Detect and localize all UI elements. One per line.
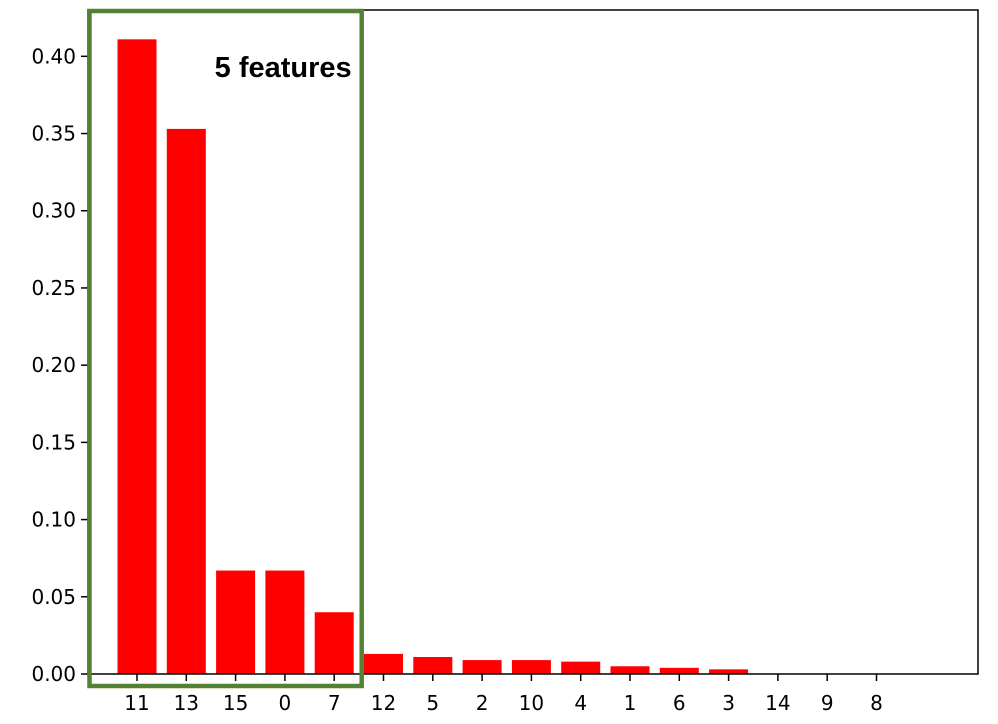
bar-13	[166, 128, 206, 674]
y-tick-label: 0.05	[31, 585, 76, 609]
x-tick-label: 15	[223, 691, 248, 715]
x-tick-label: 10	[519, 691, 544, 715]
x-tick-label: 1	[624, 691, 637, 715]
bar-7	[314, 612, 354, 674]
x-axis: 11 13 15 0 7 12 5 2 10 4 1 6 3 14 9 8	[124, 674, 883, 715]
bar-3	[709, 669, 749, 674]
x-tick-label: 7	[328, 691, 341, 715]
highlight-box	[87, 8, 364, 689]
x-tick-label: 11	[124, 691, 149, 715]
bar-11	[117, 39, 157, 674]
x-tick-label: 12	[371, 691, 396, 715]
x-tick-label: 6	[673, 691, 686, 715]
x-tick-label: 14	[765, 691, 790, 715]
x-tick-label: 4	[574, 691, 587, 715]
y-axis: 0.00 0.05 0.10 0.15 0.20 0.25 0.30 0.35 0.40	[31, 44, 88, 686]
x-tick-label: 2	[476, 691, 489, 715]
y-tick-label: 0.40	[31, 44, 76, 68]
x-tick-label: 9	[821, 691, 834, 715]
bar-5	[413, 657, 453, 674]
y-tick-label: 0.25	[31, 276, 76, 300]
bar-15	[216, 570, 256, 674]
bar-0	[265, 570, 305, 674]
x-tick-label: 3	[722, 691, 735, 715]
y-tick-label: 0.15	[31, 430, 76, 454]
y-tick-label: 0.20	[31, 353, 76, 377]
x-tick-label: 5	[426, 691, 439, 715]
bar-12	[364, 653, 403, 674]
x-tick-label: 0	[279, 691, 292, 715]
bar-1	[610, 666, 650, 674]
y-tick-label: 0.00	[31, 662, 76, 686]
x-tick-label: 13	[174, 691, 199, 715]
highlight-label: 5 features	[215, 52, 352, 84]
x-tick-label: 8	[870, 691, 883, 715]
y-tick-label: 0.30	[31, 199, 76, 223]
bar-2	[462, 660, 502, 674]
bars	[117, 39, 749, 674]
bar-10	[511, 660, 551, 674]
y-tick-label: 0.35	[31, 122, 76, 146]
y-tick-label: 0.10	[31, 508, 76, 532]
bar-6	[659, 667, 699, 674]
bar-4	[561, 661, 601, 674]
